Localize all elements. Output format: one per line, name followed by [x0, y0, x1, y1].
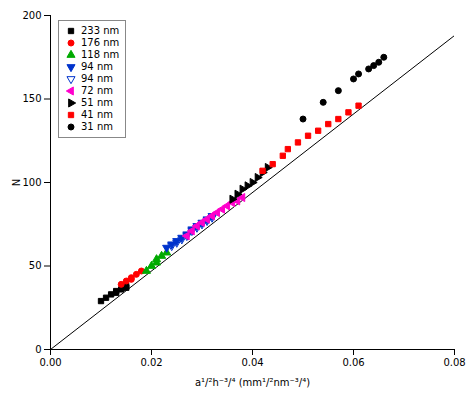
html-text:118 nm: 118 nm — [81, 49, 120, 60]
svg-text:0.00: 0.00 — [39, 357, 61, 368]
svg-text:0.08: 0.08 — [443, 357, 465, 368]
html-text:41 nm: 41 nm — [81, 109, 113, 120]
svg-text:0: 0 — [35, 344, 41, 355]
html-text:233 nm: 233 nm — [81, 25, 120, 36]
svg-text:0.04: 0.04 — [241, 357, 263, 368]
svg-text:150: 150 — [22, 93, 41, 104]
html-text:94 nm: 94 nm — [81, 61, 113, 72]
html-text:51 nm: 51 nm — [81, 97, 113, 108]
html-text:94 nm: 94 nm — [81, 73, 113, 84]
html-text:31 nm: 31 nm — [81, 121, 113, 132]
svg-text:100: 100 — [22, 177, 41, 188]
html-text:72 nm: 72 nm — [81, 85, 113, 96]
svg-text:0.02: 0.02 — [140, 357, 162, 368]
svg-text:a¹/²h⁻³/⁴ (mm¹/²nm⁻³/⁴): a¹/²h⁻³/⁴ (mm¹/²nm⁻³/⁴) — [195, 377, 310, 388]
html-text:176 nm: 176 nm — [81, 37, 120, 48]
svg-text:0.06: 0.06 — [342, 357, 364, 368]
svg-text:200: 200 — [22, 10, 41, 21]
svg-text:50: 50 — [29, 260, 42, 271]
svg-text:N: N — [11, 179, 22, 186]
